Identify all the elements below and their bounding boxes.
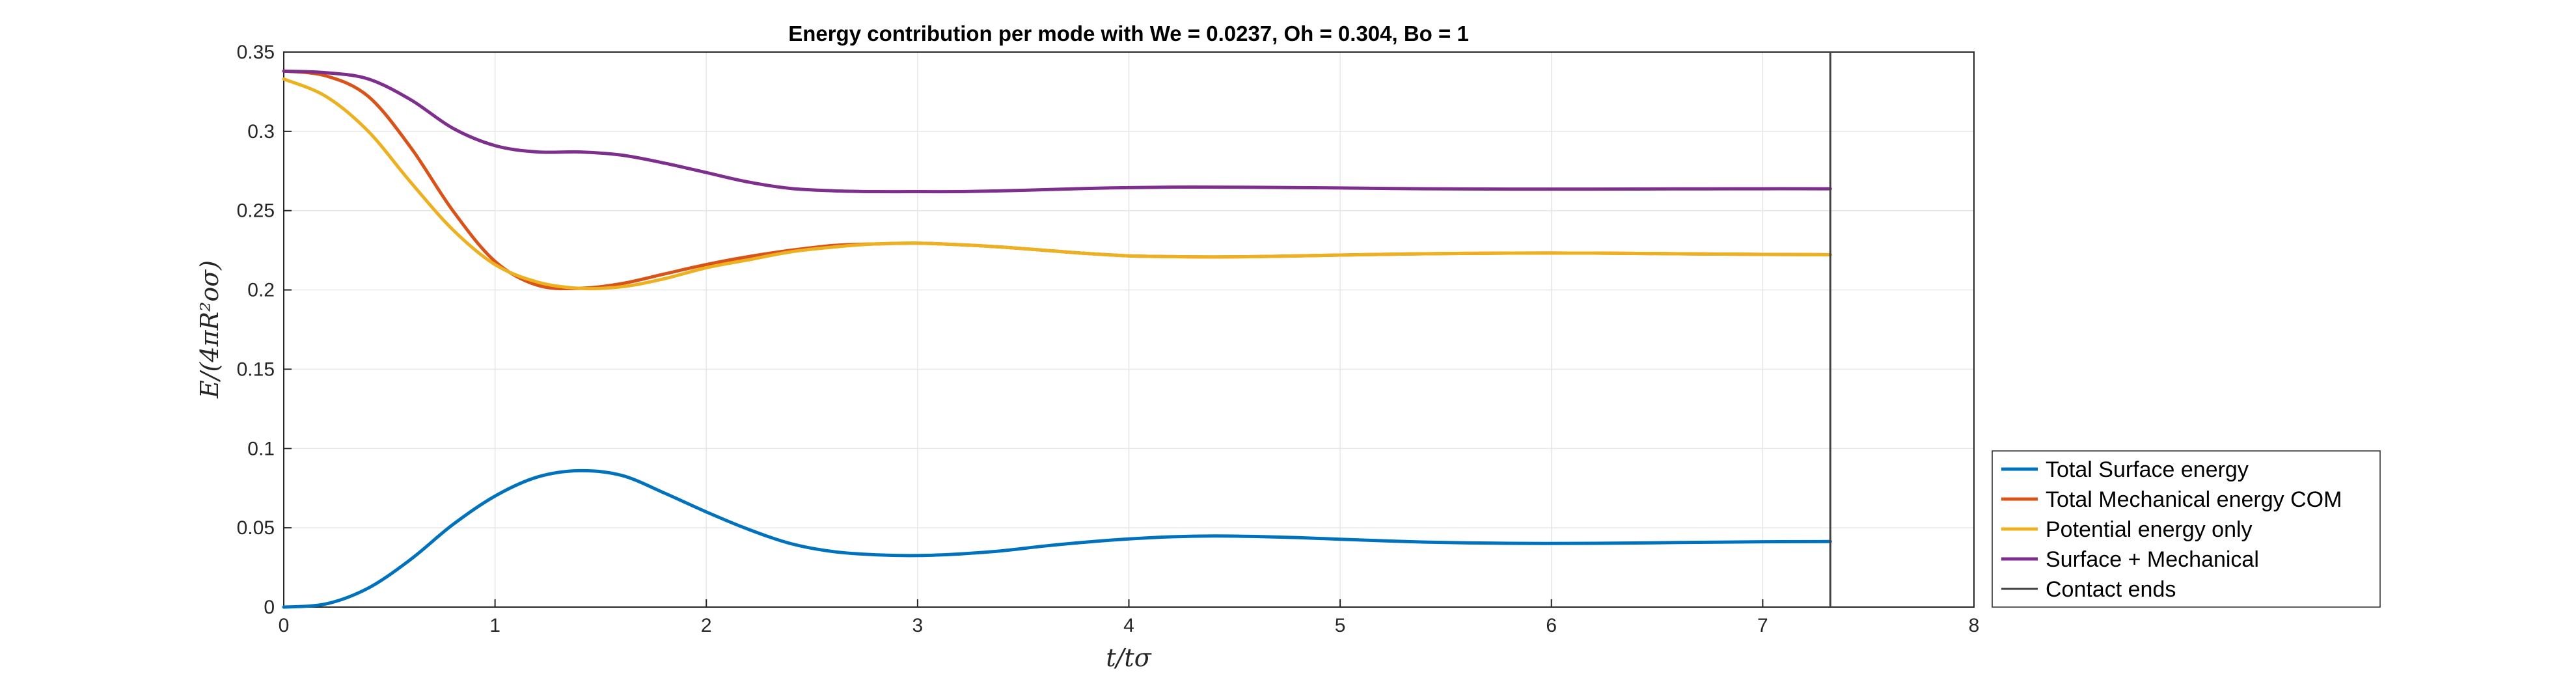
legend-label: Total Mechanical energy COM: [2046, 487, 2342, 512]
legend-box: [1992, 450, 2381, 608]
legend-label: Total Surface energy: [2046, 457, 2249, 482]
series-line-4: [282, 69, 1832, 194]
y-axis-label: E/(4πR²oσ): [195, 260, 224, 399]
x-tick-label: 3: [912, 615, 924, 636]
legend-label: Potential energy only: [2046, 517, 2253, 542]
y-tick-label: 0.1: [247, 438, 275, 459]
chart-title: Energy contribution per mode with We = 0…: [788, 21, 1469, 46]
x-tick-label: 2: [701, 615, 712, 636]
legend-items: Total Surface energy Total Mechanical ene…: [2001, 457, 2342, 602]
series-line-3: [282, 77, 1832, 291]
y-tick-label: 0: [264, 597, 275, 618]
axis-ticks: 0 1 2 3 4 5 6 7 8 0 0.05 0.1 0.15 0.2 0.25 0.3 0.35: [237, 42, 1980, 636]
y-tick-label: 0.35: [237, 42, 275, 63]
y-tick-label: 0.25: [237, 200, 275, 222]
x-tick-label: 0: [279, 615, 290, 636]
x-tick-label: 7: [1757, 615, 1768, 636]
x-tick-label: 1: [489, 615, 500, 636]
x-tick-label: 5: [1335, 615, 1346, 636]
legend-label: Contact ends: [2046, 577, 2176, 602]
x-tick-label: 6: [1546, 615, 1557, 636]
x-tick-label: 8: [1969, 615, 1980, 636]
y-tick-label: 0.2: [247, 280, 275, 301]
x-axis-label: t/tσ: [1106, 644, 1151, 672]
legend: Total Surface energy Total Mechanical ene…: [1992, 450, 2381, 608]
y-tick-label: 0.3: [247, 121, 275, 142]
y-tick-label: 0.15: [237, 359, 275, 380]
y-tick-label: 0.05: [237, 517, 275, 539]
x-tick-label: 4: [1123, 615, 1134, 636]
series-line-1: [282, 468, 1832, 609]
series-lines: [282, 69, 1832, 609]
legend-label: Surface + Mechanical: [2046, 547, 2259, 572]
